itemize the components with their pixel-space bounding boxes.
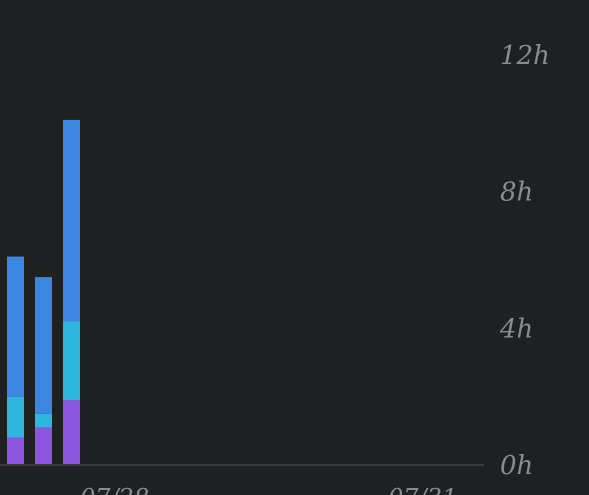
bar-segment-3-series-3 [63,119,80,322]
y-tick-label: 8h [500,178,533,208]
y-tick-label: 0h [500,451,533,481]
y-tick-label: 12h [500,41,550,71]
bars-group [7,119,80,465]
bar-segment-3-series-1 [63,400,80,465]
y-axis-ticks: 12h 8h 4h 0h [499,41,550,481]
bar-segment-1-series-2 [7,396,24,438]
x-axis-ticks: 07/28 07/31 [80,484,457,495]
bar-segment-2-series-2 [35,413,52,428]
bar-segment-1-series-1 [7,437,24,465]
y-tick-label: 4h [499,314,533,344]
x-tick-label: 07/31 [388,484,457,495]
bar-segment-2-series-3 [35,277,52,414]
bar-segment-1-series-3 [7,256,24,397]
bar-segment-2-series-1 [35,427,52,465]
bar-segment-3-series-2 [63,321,80,401]
x-tick-label: 07/28 [80,484,149,495]
